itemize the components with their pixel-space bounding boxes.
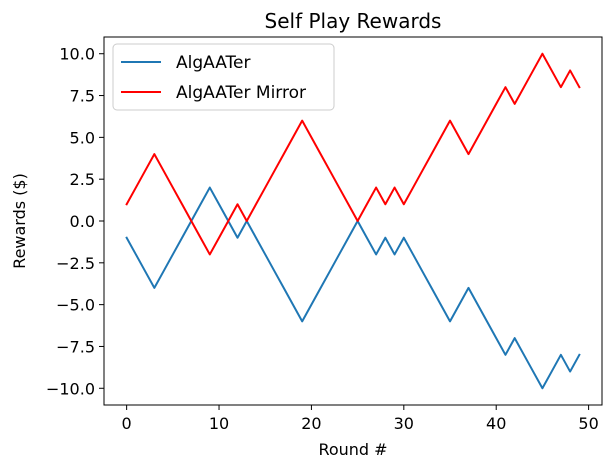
y-tick-label: 2.5: [70, 170, 95, 189]
legend-label-algaater: AlgAATer: [176, 53, 251, 73]
y-tick-label: −7.5: [56, 337, 95, 356]
plot-area: [125, 52, 581, 390]
x-tick-label: 10: [209, 414, 229, 433]
y-axis-title: Rewards ($): [10, 173, 29, 269]
chart-title: Self Play Rewards: [265, 9, 442, 33]
y-tick-label: −2.5: [56, 254, 95, 273]
x-tick-label: 50: [578, 414, 598, 433]
y-tick-label: 5.0: [70, 128, 95, 147]
x-axis: 0 10 20 30 40 50: [122, 405, 599, 433]
y-tick-label: 7.5: [70, 87, 95, 106]
x-tick-label: 30: [394, 414, 414, 433]
y-tick-label: 0.0: [70, 212, 95, 231]
x-tick-label: 40: [486, 414, 506, 433]
x-axis-title: Round #: [318, 440, 387, 459]
x-tick-label: 0: [122, 414, 132, 433]
y-axis: −10.0 −7.5 −5.0 −2.5 0.0 2.5 5.0 7.5 10.0: [46, 45, 104, 398]
x-tick-label: 20: [301, 414, 321, 433]
legend: AlgAATer AlgAATer Mirror: [112, 43, 335, 111]
y-tick-label: −5.0: [56, 296, 95, 315]
legend-label-algaater-mirror: AlgAATer Mirror: [176, 83, 306, 103]
series-line-algaater-mirror: [125, 52, 581, 256]
legend-box: [112, 43, 335, 111]
y-tick-label: −10.0: [46, 379, 95, 398]
series-line-algaater: [125, 186, 581, 390]
y-tick-label: 10.0: [59, 45, 95, 64]
